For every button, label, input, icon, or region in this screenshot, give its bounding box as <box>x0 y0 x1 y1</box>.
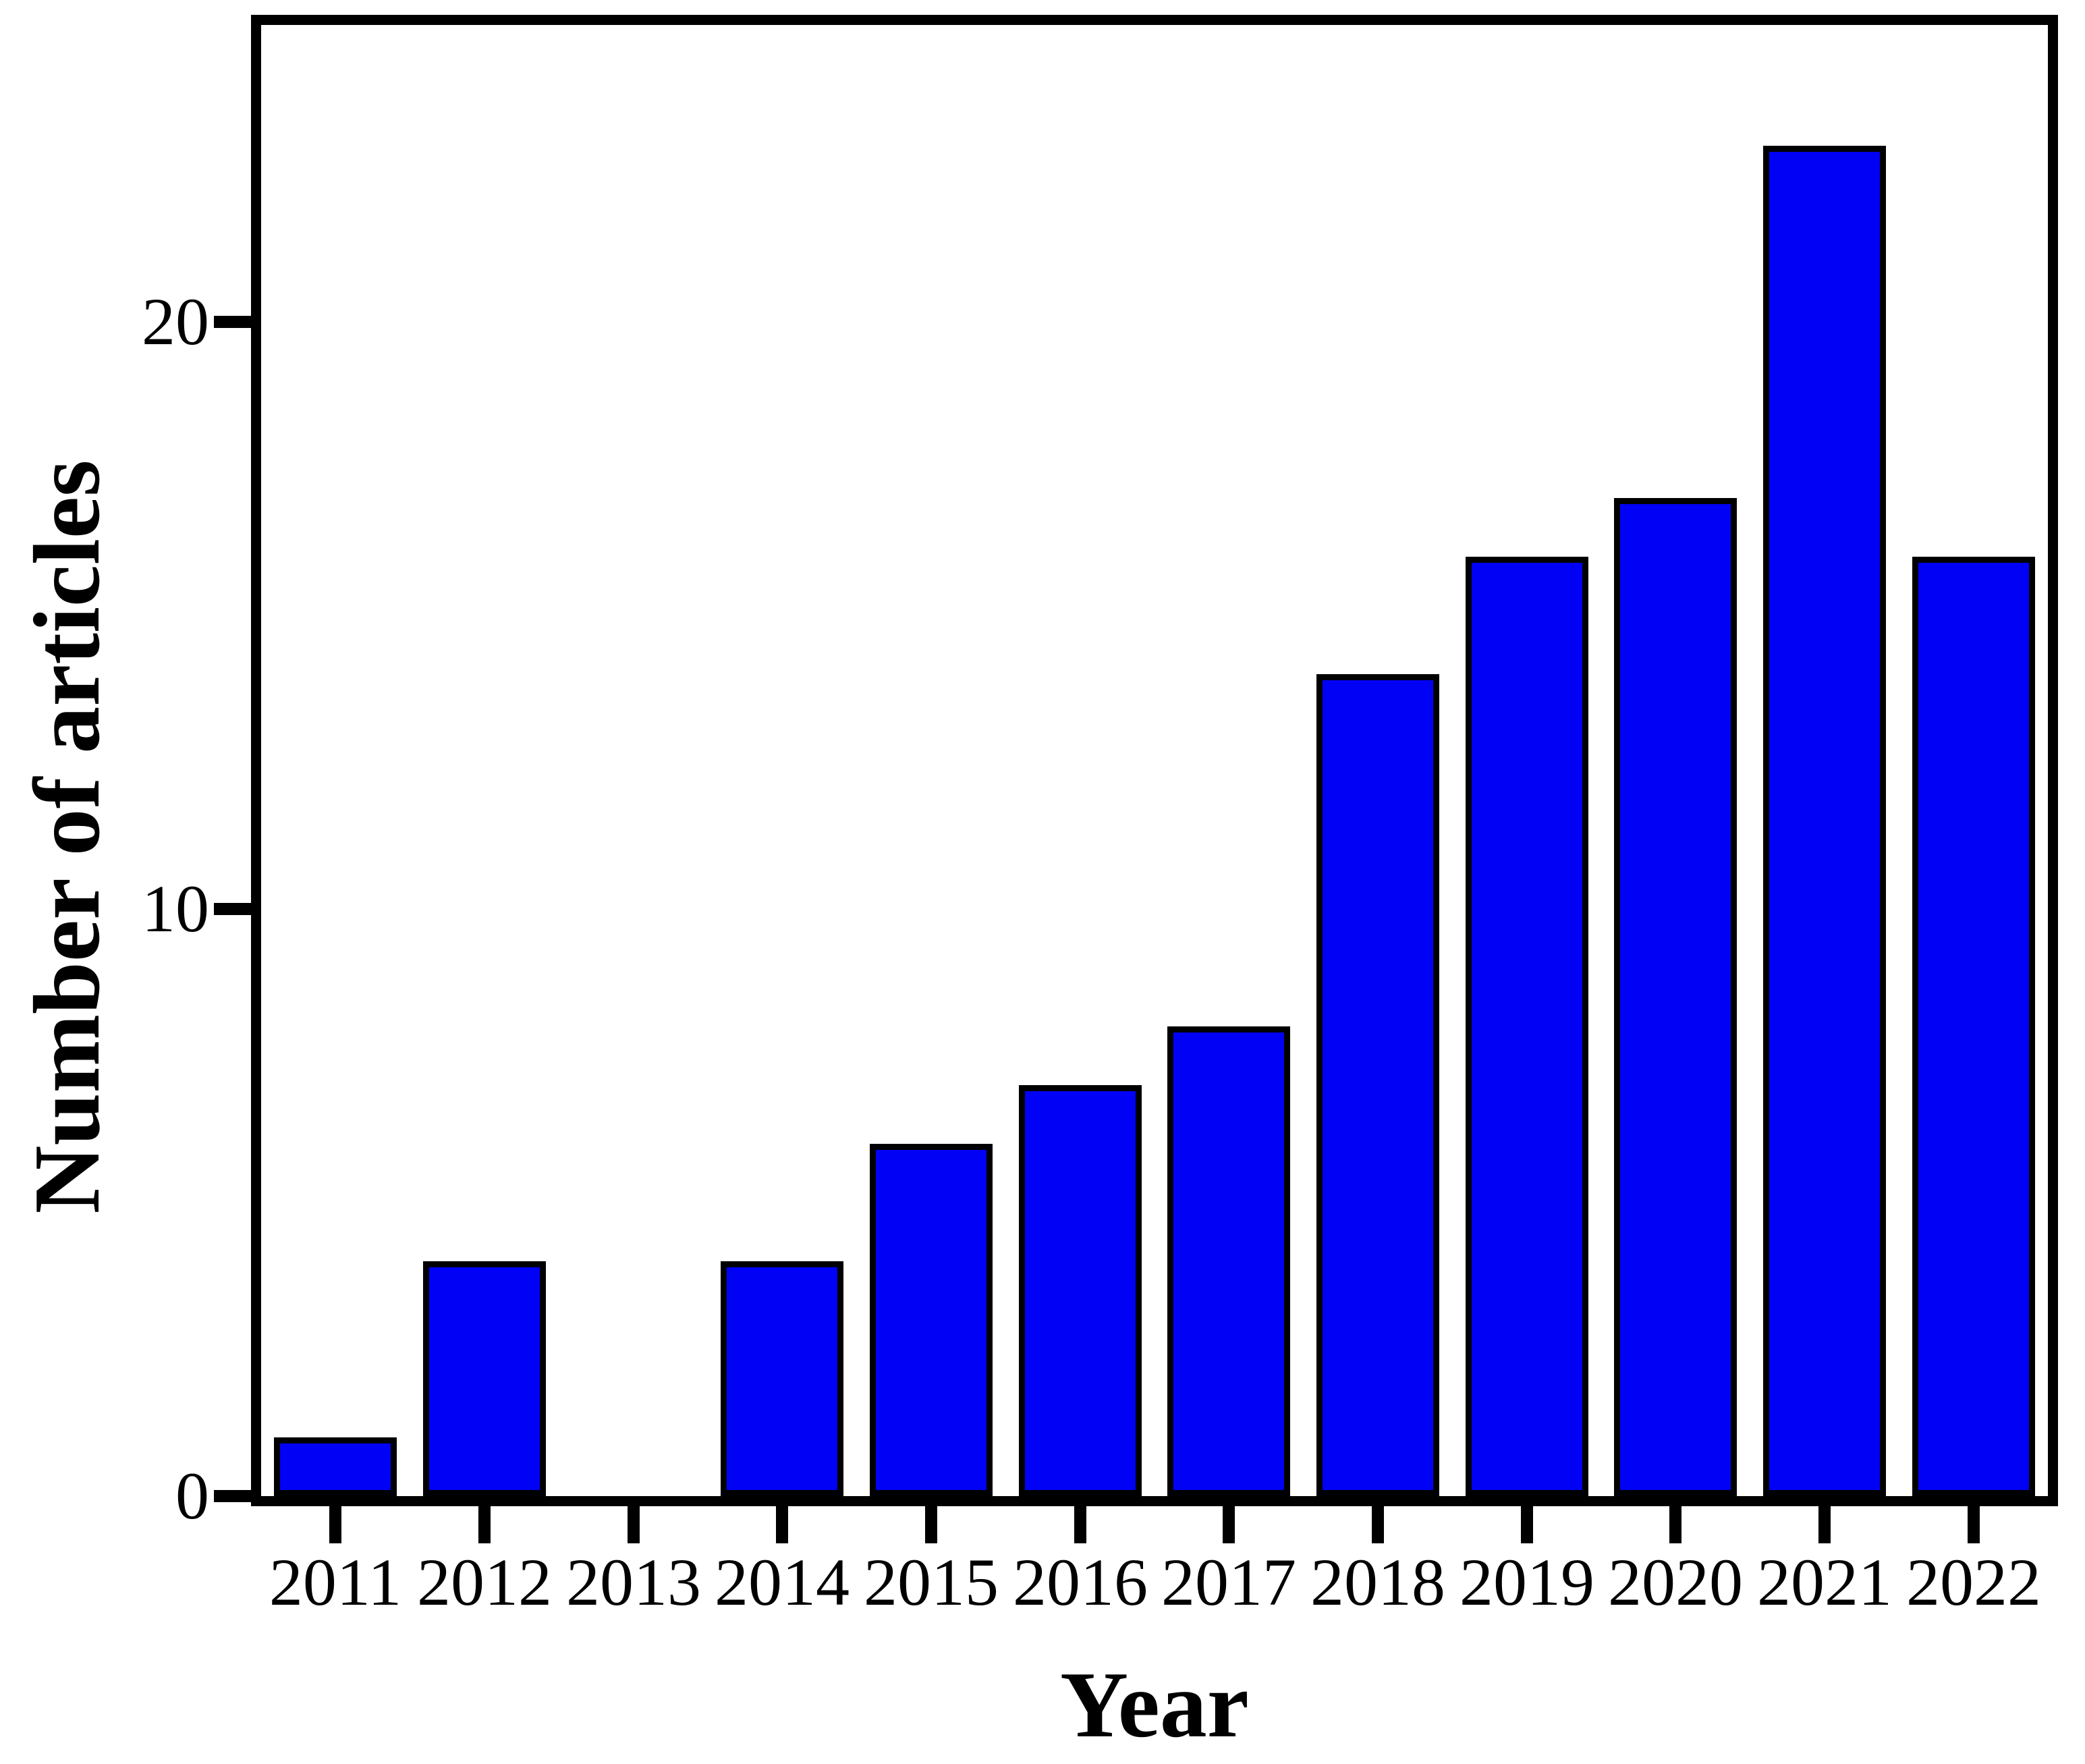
bar-2012 <box>423 1261 546 1496</box>
x-tick-2015 <box>925 1506 937 1543</box>
x-tick-label-2016: 2016 <box>1013 1545 1148 1620</box>
bar-2021 <box>1763 146 1886 1496</box>
x-tick-label-2022: 2022 <box>1906 1545 2041 1620</box>
bar-2018 <box>1316 674 1439 1496</box>
plot-area <box>251 15 2058 1506</box>
x-axis-title: Year <box>1060 1653 1249 1757</box>
x-tick-2012 <box>478 1506 491 1543</box>
x-tick-label-2019: 2019 <box>1460 1545 1594 1620</box>
y-tick-0 <box>214 1490 251 1502</box>
x-tick-2021 <box>1818 1506 1831 1543</box>
x-tick-2020 <box>1669 1506 1681 1543</box>
y-tick-label-20: 20 <box>142 284 209 359</box>
x-tick-2013 <box>628 1506 640 1543</box>
x-tick-label-2012: 2012 <box>417 1545 552 1620</box>
bar-2011 <box>274 1437 397 1496</box>
x-tick-label-2015: 2015 <box>864 1545 999 1620</box>
x-tick-2016 <box>1074 1506 1086 1543</box>
y-axis-title: Number of articles <box>15 460 119 1214</box>
bar-2015 <box>870 1144 993 1496</box>
y-tick-20 <box>214 316 251 328</box>
bar-2016 <box>1019 1085 1142 1496</box>
x-tick-label-2021: 2021 <box>1757 1545 1892 1620</box>
y-tick-label-10: 10 <box>142 871 209 946</box>
bar-2019 <box>1466 557 1588 1496</box>
x-tick-2022 <box>1968 1506 1980 1543</box>
x-tick-label-2018: 2018 <box>1310 1545 1445 1620</box>
x-tick-label-2011: 2011 <box>269 1545 402 1620</box>
x-tick-2014 <box>776 1506 788 1543</box>
bar-2017 <box>1167 1026 1290 1496</box>
x-tick-2019 <box>1521 1506 1533 1543</box>
bar-2020 <box>1614 498 1737 1496</box>
x-tick-label-2013: 2013 <box>566 1545 701 1620</box>
bar-2022 <box>1912 557 2035 1496</box>
x-tick-label-2020: 2020 <box>1608 1545 1743 1620</box>
x-tick-label-2014: 2014 <box>715 1545 850 1620</box>
y-tick-label-0: 0 <box>175 1458 209 1533</box>
x-tick-2018 <box>1372 1506 1384 1543</box>
x-tick-2011 <box>329 1506 341 1543</box>
x-tick-label-2017: 2017 <box>1161 1545 1296 1620</box>
y-tick-10 <box>214 903 251 915</box>
bar-2014 <box>721 1261 843 1496</box>
x-tick-2017 <box>1223 1506 1235 1543</box>
